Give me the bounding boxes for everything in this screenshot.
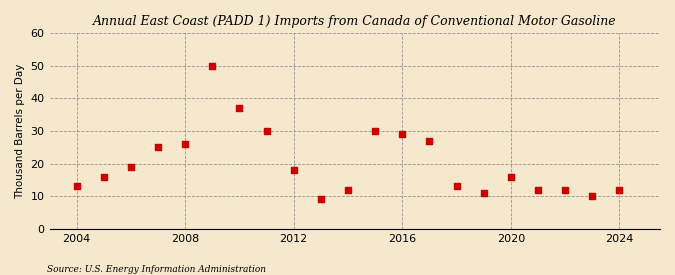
Point <box>153 145 163 149</box>
Point <box>479 191 489 195</box>
Point <box>234 106 245 110</box>
Y-axis label: Thousand Barrels per Day: Thousand Barrels per Day <box>15 63 25 199</box>
Point <box>207 64 218 68</box>
Point <box>614 187 624 192</box>
Title: Annual East Coast (PADD 1) Imports from Canada of Conventional Motor Gasoline: Annual East Coast (PADD 1) Imports from … <box>93 15 616 28</box>
Point <box>370 129 381 133</box>
Point <box>343 187 354 192</box>
Point <box>288 168 299 172</box>
Point <box>451 184 462 189</box>
Point <box>126 165 136 169</box>
Point <box>424 139 435 143</box>
Point <box>99 174 109 179</box>
Point <box>261 129 272 133</box>
Point <box>533 187 543 192</box>
Point <box>587 194 597 198</box>
Point <box>506 174 516 179</box>
Point <box>315 197 326 202</box>
Text: Source: U.S. Energy Information Administration: Source: U.S. Energy Information Administ… <box>47 265 266 274</box>
Point <box>180 142 190 146</box>
Point <box>397 132 408 136</box>
Point <box>72 184 82 189</box>
Point <box>560 187 570 192</box>
